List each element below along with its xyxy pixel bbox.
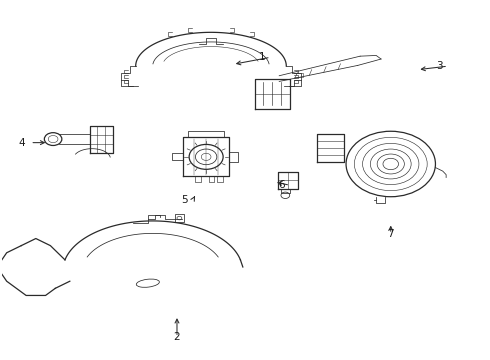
Text: 7: 7 bbox=[388, 229, 394, 239]
Text: 3: 3 bbox=[436, 61, 442, 71]
Text: 4: 4 bbox=[18, 138, 25, 148]
Text: 2: 2 bbox=[173, 332, 180, 342]
Text: 1: 1 bbox=[259, 52, 265, 62]
Text: 6: 6 bbox=[278, 180, 285, 190]
Text: 5: 5 bbox=[181, 194, 188, 204]
